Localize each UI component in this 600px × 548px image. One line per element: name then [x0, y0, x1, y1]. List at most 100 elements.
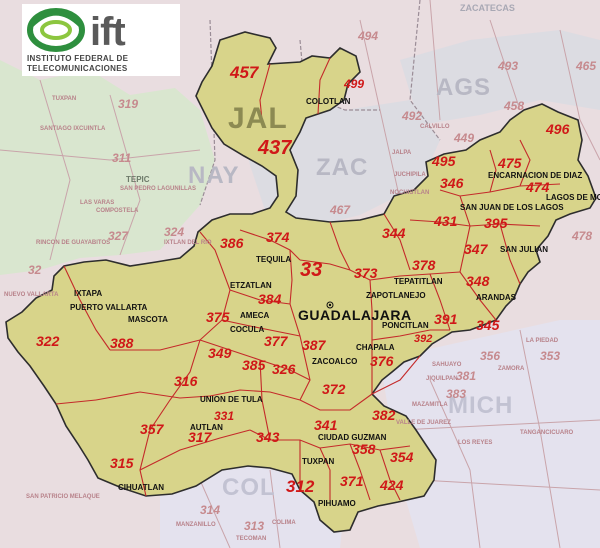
area-code-431: 431	[434, 213, 458, 229]
outer-city-label: VALLE DE JUAREZ	[396, 420, 451, 426]
area-code-437: 437	[258, 137, 292, 159]
ift-subtitle-line2: TELECOMUNICACIONES	[27, 64, 128, 73]
nayarit-area	[0, 60, 215, 275]
city-encarnacion: ENCARNACION DE DIAZ	[488, 171, 583, 180]
outer-city-label: LAS VARAS	[80, 200, 115, 206]
area-code-315: 315	[110, 455, 134, 471]
michoacan-area	[380, 320, 600, 548]
area-code-377: 377	[264, 333, 288, 349]
outer-code: 319	[118, 97, 139, 111]
city-ixtapa: IXTAPA	[74, 289, 103, 298]
area-code-312: 312	[286, 477, 315, 496]
area-code-375: 375	[206, 309, 230, 325]
area-code-354: 354	[390, 449, 414, 465]
capital-guadalajara: GUADALAJARA	[298, 307, 412, 323]
area-code-373: 373	[354, 265, 378, 281]
area-code-386: 386	[220, 235, 244, 251]
area-code-331: 331	[214, 409, 235, 423]
area-code-322: 322	[36, 333, 60, 349]
area-code-345: 345	[476, 317, 500, 333]
area-code-384: 384	[258, 291, 282, 307]
city-cihuatlan: CIHUATLAN	[118, 483, 165, 492]
area-code-392: 392	[414, 333, 433, 345]
outer-code: 381	[456, 369, 477, 383]
outer-city-label: IXTLAN DEL RIO	[164, 240, 212, 246]
city-etzatlan: ETZATLAN	[230, 281, 272, 290]
outer-code: 467	[330, 203, 351, 217]
area-code-344: 344	[382, 225, 406, 241]
outer-code: 324	[164, 225, 185, 239]
city-tepatitlan: TEPATITLAN	[394, 277, 443, 286]
area-code-495: 495	[432, 153, 456, 169]
outer-city-label: SAN PEDRO LAGUNILLAS	[120, 186, 197, 192]
ift-brand-text: ift	[90, 10, 126, 54]
jalisco-shape	[5, 31, 597, 533]
city-ciudad-guzman: CIUDAD GUZMAN	[318, 433, 387, 442]
area-code-499: 499	[344, 77, 365, 91]
aguascalientes-area	[400, 30, 600, 125]
outer-code: 458	[504, 99, 525, 113]
outer-city-label: NUEVO VALLARTA	[4, 292, 59, 298]
city-union-de-tula: UNION DE TULA	[200, 395, 263, 404]
capital-marker-dot	[328, 303, 332, 307]
area-code-357: 357	[140, 421, 164, 437]
outer-city-label: COLIMA	[272, 520, 296, 526]
area-code-348: 348	[466, 273, 490, 289]
state-label-jal: JAL	[228, 102, 288, 135]
area-code-391: 391	[434, 311, 458, 327]
outer-city-label: JALPA	[392, 150, 412, 156]
area-code-346: 346	[440, 175, 464, 191]
outer-city-label: LOS REYES	[458, 440, 493, 446]
area-code-33: 33	[300, 259, 323, 281]
city-autlan: AUTLAN	[190, 423, 223, 432]
outer-code: 465	[576, 59, 597, 73]
area-code-374: 374	[266, 229, 290, 245]
ift-logo: ift INSTITUTO FEDERAL DE TELECOMUNICACIO…	[22, 4, 180, 76]
region-boundaries	[55, 57, 561, 501]
outer-city-label: NOCHISTLAN	[390, 190, 430, 196]
state-label-mich: MICH	[448, 392, 514, 419]
outer-code: 314	[200, 503, 221, 517]
ift-subtitle-line1: INSTITUTO FEDERAL DE	[27, 54, 129, 63]
state-label-nay: NAY	[188, 162, 240, 189]
outer-code: 353	[540, 349, 561, 363]
outer-city-label: ZAMORA	[498, 366, 525, 372]
outer-code: 494	[358, 29, 379, 43]
area-code-387: 387	[302, 337, 326, 353]
capital-marker-ring	[326, 301, 334, 309]
outer-code: 356	[480, 349, 501, 363]
outer-city-label: LA PIEDAD	[526, 338, 559, 344]
outer-city-label: RINCON DE GUAYABITOS	[36, 240, 111, 246]
city-pihuamo: PIHUAMO	[318, 499, 356, 508]
outer-city-label: TEPIC	[126, 175, 150, 184]
area-code-395: 395	[484, 215, 508, 231]
outer-city-label: SAN PATRICIO MELAQUE	[26, 494, 100, 500]
state-label-zacatecas: ZACATECAS	[460, 3, 515, 13]
state-label-ags: AGS	[436, 74, 492, 101]
city-lagos: LAGOS DE MO	[546, 193, 600, 202]
area-code-347: 347	[464, 241, 488, 257]
area-code-388: 388	[110, 335, 134, 351]
city-ameca: AMECA	[240, 311, 270, 320]
area-code-457: 457	[230, 63, 259, 82]
area-code-475: 475	[498, 155, 522, 171]
outer-city-label: SAHUAYO	[432, 362, 462, 368]
area-code-349: 349	[208, 345, 232, 361]
outer-code: 493	[498, 59, 519, 73]
city-zacoalco: ZACOALCO	[312, 357, 358, 366]
outer-code: 492	[402, 109, 423, 123]
outer-city-label: JIQUILPAN	[426, 376, 458, 382]
area-code-326: 326	[272, 361, 296, 377]
city-mascota: MASCOTA	[128, 315, 168, 324]
outer-city-label: JUCHIPILA	[394, 172, 426, 178]
area-code-385: 385	[242, 357, 266, 373]
area-code-317: 317	[188, 429, 212, 445]
area-code-371: 371	[340, 473, 364, 489]
city-san-juan: SAN JUAN DE LOS LAGOS	[460, 203, 564, 212]
city-chapala: CHAPALA	[356, 343, 395, 352]
city-san-julian: SAN JULIAN	[500, 245, 549, 254]
area-code-378: 378	[412, 257, 436, 273]
city-poncitlan: PONCITLAN	[382, 321, 429, 330]
